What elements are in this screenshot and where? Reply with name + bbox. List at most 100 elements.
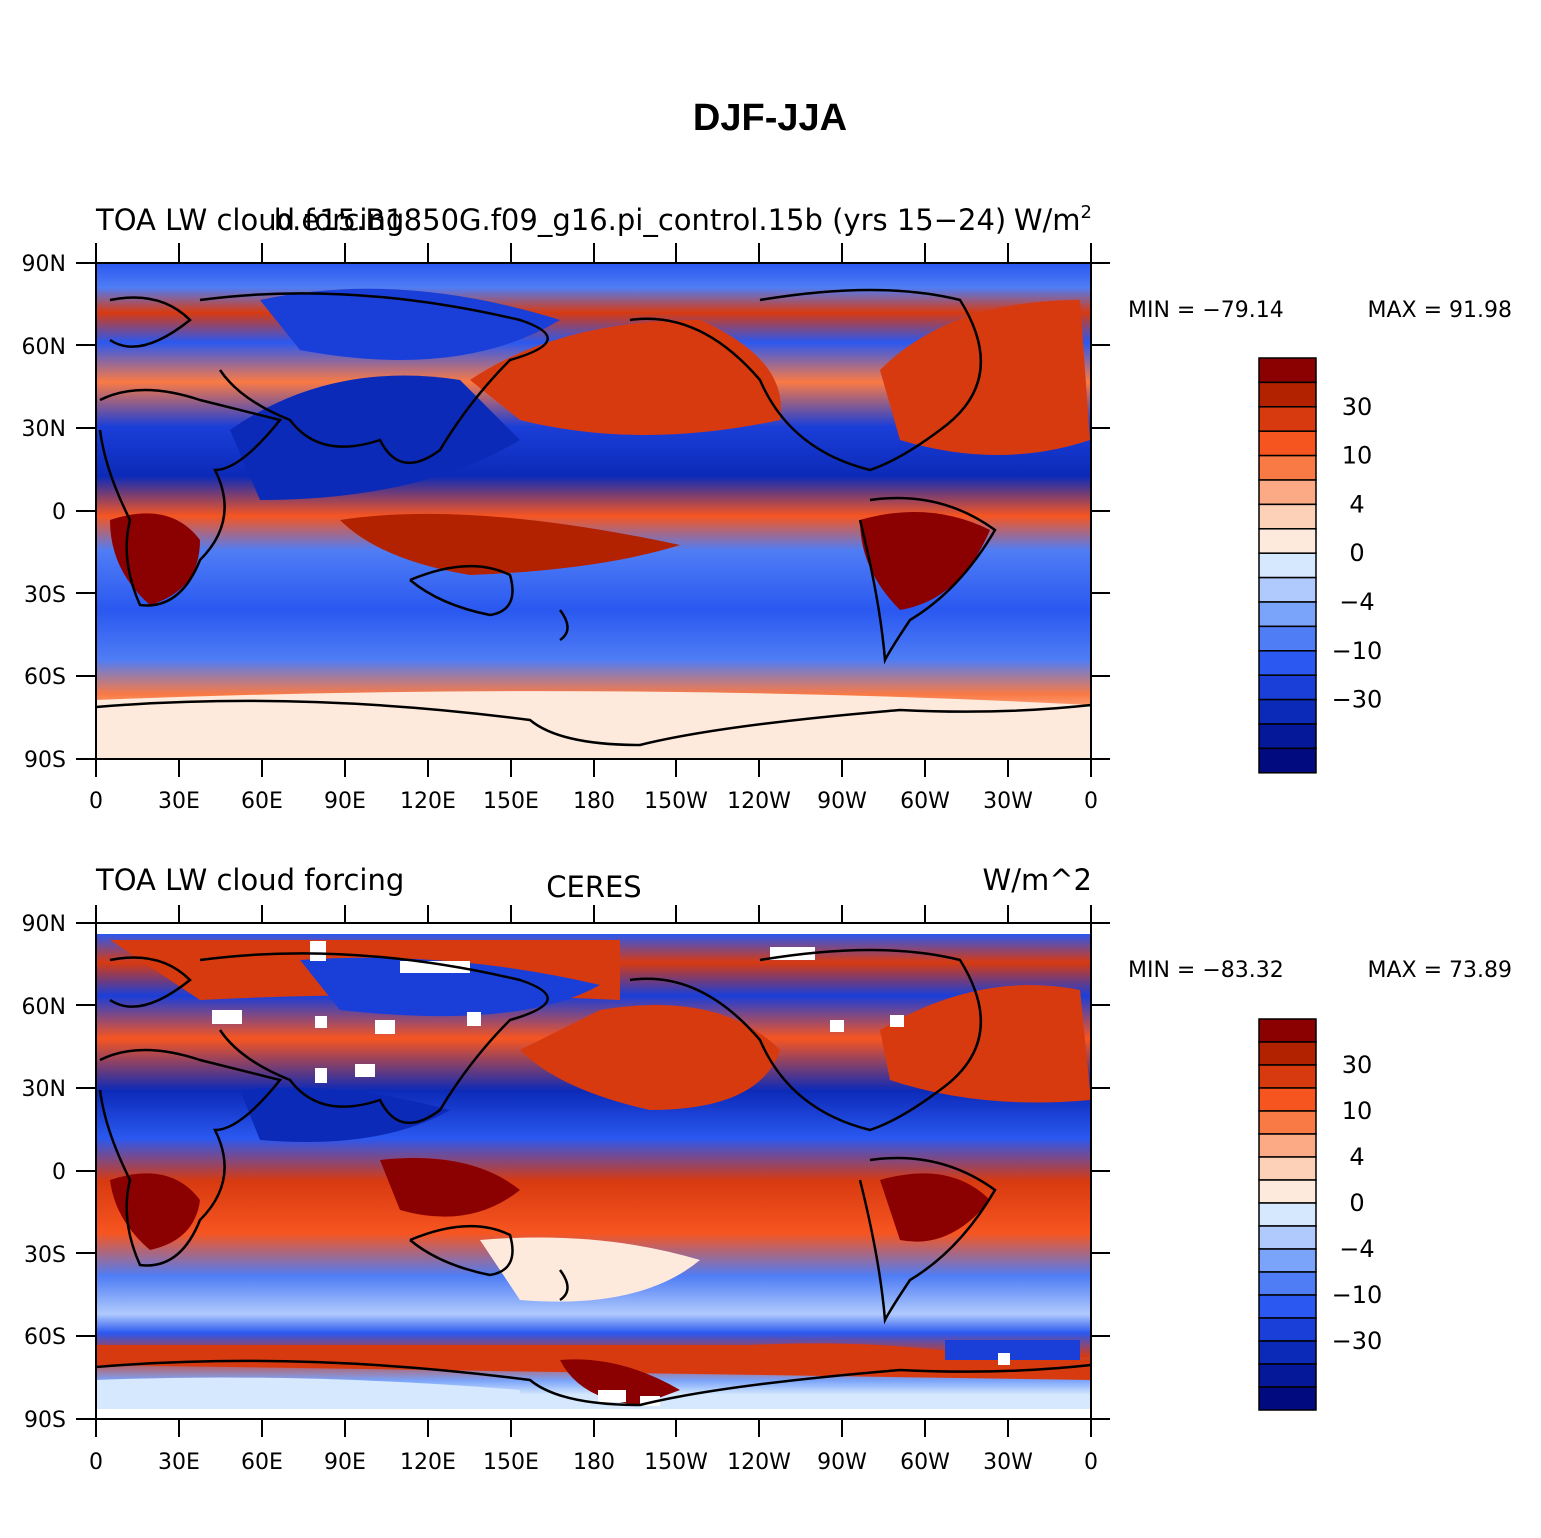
lon-label: 90E xyxy=(324,789,366,814)
lon-label: 90E xyxy=(324,1450,366,1475)
colorbar-swatch xyxy=(1258,1294,1317,1319)
min-label: MIN = −79.14 xyxy=(1128,298,1284,323)
colorbar-tick-label: 0 xyxy=(1349,539,1364,567)
colorbar-swatch xyxy=(1258,1087,1317,1112)
lon-label: 60W xyxy=(900,789,950,814)
lon-label: 30W xyxy=(983,1450,1033,1475)
colorbar-swatch xyxy=(1258,1110,1317,1135)
lon-label: 90W xyxy=(817,789,867,814)
lon-label: 30W xyxy=(983,789,1033,814)
panel-units: W/m^2 xyxy=(983,863,1092,897)
colorbar-swatch xyxy=(1258,1225,1317,1250)
lon-label: 60W xyxy=(900,1450,950,1475)
colorbar-swatch xyxy=(1258,1041,1317,1066)
colorbar-swatch xyxy=(1258,528,1317,554)
colorbar-tick-label: 4 xyxy=(1349,1143,1364,1171)
colorbar-swatch xyxy=(1258,1133,1317,1158)
lat-label-60N: 60N xyxy=(22,335,66,360)
colorbar-swatch xyxy=(1258,406,1317,432)
colorbar-swatch xyxy=(1258,698,1317,725)
lon-label: 150W xyxy=(644,1450,708,1475)
colorbar-swatch xyxy=(1258,503,1317,530)
colorbar-swatch xyxy=(1258,601,1317,628)
lon-label: 0 xyxy=(89,1450,103,1475)
colorbar-swatch xyxy=(1258,454,1317,481)
max-label: MAX = 91.98 xyxy=(1367,298,1512,323)
min-label: MIN = −83.32 xyxy=(1128,958,1284,983)
colorbar-swatch xyxy=(1258,1156,1317,1181)
lat-label-90S: 90S xyxy=(24,748,66,773)
lat-label-90N: 90N xyxy=(22,252,66,277)
map-field xyxy=(96,263,1091,759)
lon-label: 0 xyxy=(1084,1450,1098,1475)
coastlines xyxy=(95,288,1092,747)
lat-label-90S: 90S xyxy=(24,1408,66,1433)
lat-label-0: 0 xyxy=(52,500,66,525)
panel-ceres: TOA LW cloud forcing CERES W/m^2 xyxy=(22,863,1512,1475)
coastlines xyxy=(95,948,1092,1407)
map-field xyxy=(96,934,1091,1409)
colorbar-tick-label: −10 xyxy=(1332,637,1383,665)
lat-label-30N: 30N xyxy=(22,1077,66,1102)
colorbar-swatch xyxy=(1258,1248,1317,1273)
colorbar-swatch xyxy=(1258,1386,1317,1411)
colorbar-swatch xyxy=(1258,723,1317,750)
colorbar-swatch xyxy=(1258,479,1317,506)
max-label: MAX = 73.89 xyxy=(1367,958,1512,983)
colorbar-tick-label: −10 xyxy=(1332,1281,1383,1309)
lat-label-60N: 60N xyxy=(22,995,66,1020)
lon-axis-bottom: 0 30E 60E 90E 120E 150E 180 150W 120W 90… xyxy=(89,789,1098,814)
colorbar-tick-label: −4 xyxy=(1339,1235,1374,1263)
panel-center-title: b.e15.B1850G.f09_g16.pi_control.15b (yrs… xyxy=(274,203,1007,237)
colorbar-tick-label: 30 xyxy=(1342,393,1373,421)
colorbar-tick-label: 30 xyxy=(1342,1051,1373,1079)
lat-label-60S: 60S xyxy=(24,665,66,690)
lon-axis-bottom: 0 30E 60E 90E 120E 150E 180 150W 120W 90… xyxy=(89,1450,1098,1475)
colorbar-tick-label: 10 xyxy=(1342,442,1373,470)
lon-label: 120W xyxy=(727,1450,791,1475)
lon-label: 180 xyxy=(573,789,615,814)
lon-label: 30E xyxy=(158,1450,200,1475)
colorbar-swatch xyxy=(1258,1340,1317,1365)
colorbar-tick-label: 4 xyxy=(1349,490,1364,518)
colorbar-swatch xyxy=(1258,552,1317,579)
colorbar-swatch xyxy=(1258,381,1317,408)
colorbar-swatch xyxy=(1258,674,1317,701)
lon-label: 0 xyxy=(1084,789,1098,814)
lat-label-60S: 60S xyxy=(24,1325,66,1350)
panel-left-title: TOA LW cloud forcing xyxy=(95,863,404,897)
lat-label-30S: 30S xyxy=(24,1243,66,1268)
lon-label: 60E xyxy=(241,789,283,814)
lon-label: 0 xyxy=(89,789,103,814)
lat-ticks xyxy=(76,262,1110,760)
colorbar-tick-label: −4 xyxy=(1339,588,1374,616)
colorbar-swatch xyxy=(1258,747,1317,774)
colorbar-swatch xyxy=(1258,576,1317,603)
colorbar-swatch xyxy=(1258,430,1317,457)
colorbar-swatch xyxy=(1258,1271,1317,1296)
colorbar-swatch xyxy=(1258,1179,1317,1204)
lon-label: 150W xyxy=(644,789,708,814)
panel-model: TOA LW cloud forcing b.e15.B1850G.f09_g1… xyxy=(22,202,1512,814)
lat-ticks xyxy=(76,922,1110,1420)
colorbar: 30 10 4 0 −4 −10 −30 xyxy=(1258,357,1383,774)
colorbar-tick-label: −30 xyxy=(1332,686,1383,714)
colorbar-swatch xyxy=(1258,625,1317,652)
lon-ticks xyxy=(95,905,1092,1437)
lon-label: 60E xyxy=(241,1450,283,1475)
colorbar-swatch xyxy=(1258,1064,1317,1089)
colorbar-swatch xyxy=(1258,1018,1317,1043)
lon-label: 150E xyxy=(483,1450,539,1475)
missing-data-patches xyxy=(96,941,1091,1419)
lon-label: 150E xyxy=(483,789,539,814)
lon-label: 120E xyxy=(400,1450,456,1475)
colorbar-swatch xyxy=(1258,1202,1317,1227)
lon-ticks xyxy=(95,243,1092,777)
colorbar: 30 10 4 0 −4 −10 −30 xyxy=(1258,1018,1383,1411)
colorbar-swatch xyxy=(1258,357,1317,384)
colorbar-swatch xyxy=(1258,1317,1317,1342)
lon-label: 90W xyxy=(817,1450,867,1475)
colorbar-tick-label: 10 xyxy=(1342,1097,1373,1125)
panel-left-title: TOA LW cloud forcing xyxy=(95,203,404,237)
